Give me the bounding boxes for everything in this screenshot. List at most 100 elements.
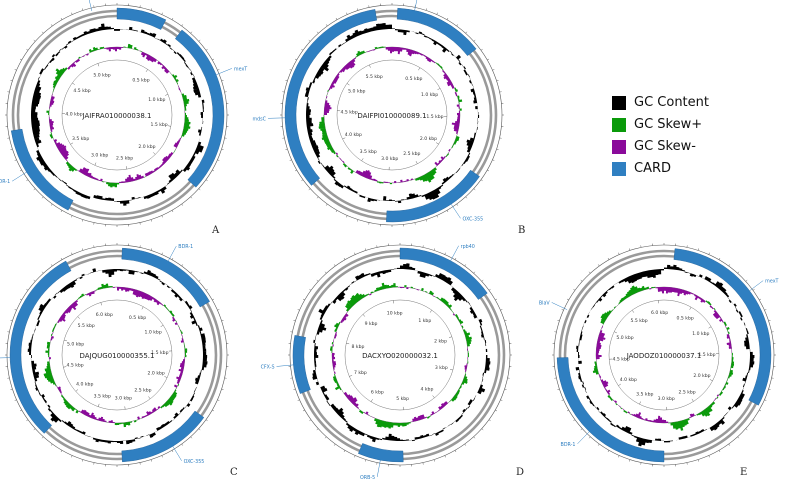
- panel-c-contig-name: DAJQUG010000355.1: [80, 352, 155, 360]
- panel-d-tick-label: 7 kbp: [354, 370, 367, 376]
- panel-c-tick-label: 5.5 kbp: [78, 323, 95, 329]
- panel-e-outer-tick: [561, 399, 564, 401]
- panel-e-tick-label: 2.0 kbp: [693, 373, 710, 379]
- panel-a-outer-tick: [41, 31, 44, 34]
- legend-label-gc-skew-minus: GC Skew-: [634, 139, 696, 154]
- panel-e-outer-tick: [618, 252, 620, 255]
- panel-b-letter: B: [518, 225, 525, 236]
- panel-b-scale-tick: [415, 161, 418, 164]
- panel-b-scale-tick: [346, 83, 350, 86]
- panel-d-gene-leader: [276, 364, 294, 367]
- panel-e-tick-label: 5.0 kbp: [616, 335, 633, 341]
- panel-d-tick-label: 9 kbp: [365, 321, 378, 327]
- legend-label-gc-content: GC Content: [634, 95, 709, 110]
- panel-d-outer-tick: [433, 248, 435, 251]
- panel-a-outer-tick: [19, 169, 22, 172]
- panel-d-scale-tick: [362, 314, 366, 317]
- panel-d-outer-tick: [333, 443, 336, 446]
- panel-e-gene-leader: [577, 431, 590, 444]
- panel-c-outer-tick: [10, 320, 13, 322]
- panel-c-outer-tick: [60, 450, 63, 453]
- panel-d-scale-tick: [370, 399, 373, 402]
- panel-c-outer-tick: [205, 419, 208, 422]
- panel-a-outer-tick: [26, 48, 29, 51]
- panel-c-outer-tick: [19, 298, 22, 301]
- panel-b-outer-tick: [316, 196, 319, 199]
- panel-a-tick-label: 5.0 kbp: [93, 73, 110, 79]
- panel-b-outer-tick: [285, 148, 288, 150]
- panel-a-outer-tick: [161, 215, 163, 218]
- panel-c-scale-tick: [63, 339, 68, 342]
- panel-c-outer-tick: [50, 264, 53, 267]
- panel-c-tick-label: 1.0 kbp: [144, 330, 161, 336]
- panel-b-outer-tick: [335, 17, 338, 20]
- panel-a-tick-label: 3.0 kbp: [91, 152, 108, 158]
- panel-a-outer-tick: [60, 17, 63, 20]
- panel-a-outer-tick: [19, 58, 22, 61]
- panel-e-outer-tick: [618, 455, 620, 458]
- panel-a-outer-tick: [171, 17, 174, 20]
- panel-c-card-arc: [121, 247, 210, 308]
- panel-a-outer-tick: [190, 31, 193, 34]
- panel-d-outer-tick: [504, 320, 507, 322]
- panel-c-outer-tick: [198, 428, 201, 431]
- panel-b-gene-label: OXC-355: [463, 216, 484, 222]
- panel-c-scale-tick: [164, 376, 168, 378]
- panel-c-outer-tick: [14, 399, 17, 401]
- panel-c-outer-tick: [33, 279, 36, 282]
- panel-c-outer-tick: [71, 252, 73, 255]
- panel-b: 0.5 kbp 1.0 kbp 1.5 kbp 2.0 kbp 2.5 kbp 3.0 k…: [252, 0, 525, 236]
- panel-d-scale-tick: [349, 375, 353, 377]
- panel-e-outer-tick: [607, 450, 610, 453]
- panel-a-outer-tick: [33, 39, 36, 42]
- panel-d-outer-tick: [495, 409, 498, 412]
- panel-e-outer-tick: [708, 252, 710, 255]
- panel-b-scale-tick: [369, 64, 371, 68]
- panel-a-gene-leader: [12, 171, 27, 182]
- panel-c-outer-tick: [217, 399, 220, 401]
- panel-a-tick-label: 1.0 kbp: [148, 97, 165, 103]
- panel-e-scale-tick: [708, 326, 712, 329]
- panel-e-outer-tick: [708, 455, 710, 458]
- panel-d-outer-tick: [454, 257, 457, 260]
- panel-a-outer-tick: [198, 39, 201, 42]
- panel-c-outer-tick: [33, 428, 36, 431]
- panel-e-outer-tick: [752, 419, 755, 422]
- panel-e-outer-tick: [588, 436, 591, 439]
- panel-b-outer-tick: [436, 215, 438, 218]
- panel-b-outer-tick: [308, 39, 311, 42]
- panel-a-scale-tick: [97, 63, 100, 67]
- panel-a-tick-label: 2.5 kbp: [116, 155, 133, 161]
- panel-b-tick-label: 4.5 kbp: [341, 110, 358, 116]
- panel-c-scale-tick: [160, 324, 164, 327]
- panel-b-outer-tick: [425, 219, 427, 222]
- panel-a: 0.5 kbp 1.0 kbp 1.5 kbp 2.0 kbp 2.5 kbp 3.0 k…: [0, 0, 247, 236]
- panel-b-outer-tick: [492, 159, 495, 161]
- panel-d-scale-tick: [449, 368, 453, 371]
- panel-c-outer-tick: [71, 455, 73, 458]
- panel-e-outer-tick: [745, 279, 748, 282]
- panel-d-outer-tick: [444, 455, 446, 458]
- panel-e-scale-tick: [614, 331, 618, 334]
- panel-a-outer-tick: [71, 12, 73, 15]
- panel-d-outer-tick: [297, 399, 300, 401]
- panel-a-scale-tick: [145, 69, 148, 73]
- panel-b-gene-leader: [450, 204, 461, 219]
- panel-e-card-arc: [556, 357, 665, 463]
- legend-item-card: CARD: [612, 158, 772, 179]
- panel-c-gene-label: OXC-355: [184, 459, 205, 465]
- panel-b-tick-label: 0.5 kbp: [405, 76, 422, 82]
- panel-c-tick-label: 0.5 kbp: [129, 315, 146, 321]
- panel-e-tick-label: 1.5 kbp: [698, 352, 715, 358]
- legend-swatch-gc-content: [612, 95, 626, 110]
- panel-c-outer-tick: [41, 271, 44, 274]
- panel-e-outer-tick: [597, 443, 600, 446]
- panel-a-scale-tick: [70, 142, 74, 145]
- panel-c-tick-label: 2.5 kbp: [134, 387, 151, 393]
- panel-b-outer-tick: [496, 80, 499, 82]
- panel-c-outer-tick: [161, 252, 163, 255]
- panel-b-outer-tick: [346, 12, 348, 15]
